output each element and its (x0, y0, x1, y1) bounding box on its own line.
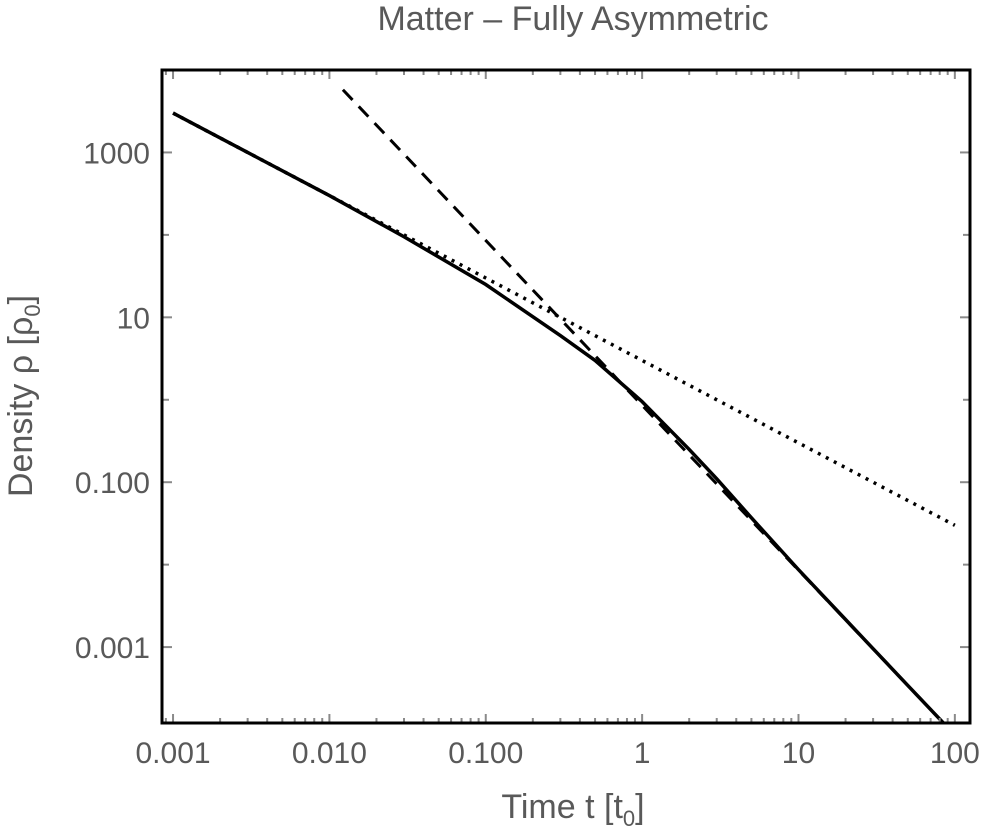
y-tick-label: 10 (117, 302, 150, 335)
plot-area (172, 88, 956, 723)
series-line-dotted (172, 111, 956, 527)
x-tick-label: 100 (930, 737, 980, 770)
x-axis-label: Time t [t0] (501, 788, 644, 831)
x-tick-label: 0.010 (292, 737, 367, 770)
y-axis: 1000 10 0.100 0.001 (75, 69, 970, 665)
x-tick-label: 0.100 (448, 737, 523, 770)
chart-title: Matter – Fully Asymmetric (377, 0, 768, 38)
x-tick-label: 1 (634, 737, 651, 770)
x-tick-label: 0.001 (135, 737, 210, 770)
x-tick-label: 10 (782, 737, 815, 770)
y-tick-label: 0.100 (75, 467, 150, 500)
x-axis: 0.001 0.010 0.100 1 10 100 (135, 70, 980, 770)
series-line-solid (172, 111, 946, 723)
y-axis-label: Density ρ [ρ0] (2, 295, 45, 497)
y-tick-label: 0.001 (75, 632, 150, 665)
y-tick-label: 1000 (83, 137, 150, 170)
series-line-dashed (341, 88, 946, 723)
plot-frame (160, 68, 972, 725)
